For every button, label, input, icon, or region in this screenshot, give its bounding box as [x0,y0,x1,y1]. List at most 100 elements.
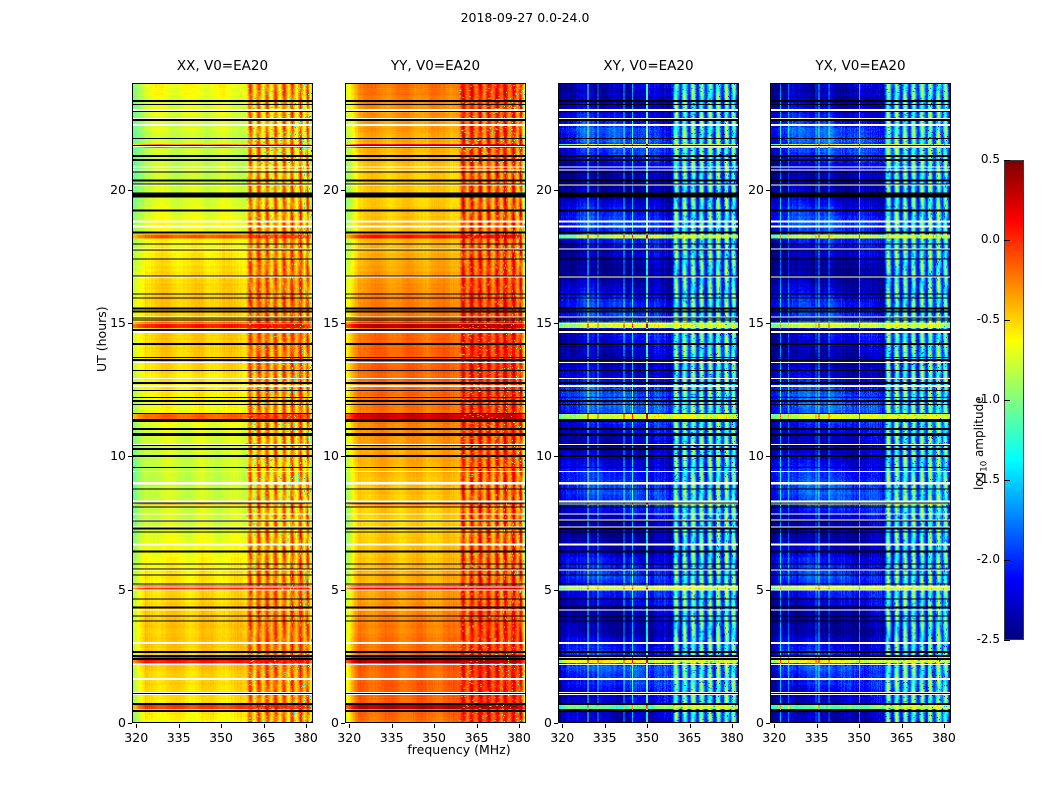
y-axis-tick [341,323,345,324]
x-axis-tick-label: 350 [209,730,233,745]
y-axis-tick [341,456,345,458]
y-axis-tick [554,723,558,724]
x-axis-tick-label: 380 [293,730,318,745]
panel-title-yx: YX, V0=EA20 [815,58,906,74]
colorbar-tick [1004,400,1010,401]
colorbar-tick [1004,640,1010,641]
y-axis-tick-label: 10 [536,448,552,464]
x-axis-tick [731,724,733,728]
y-axis-tick [554,189,558,191]
x-axis-tick-label: 335 [166,730,191,745]
y-axis-tick-label: 10 [748,448,764,464]
x-axis-tick-label: 320 [550,730,575,745]
panel-title-xx: XX, V0=EA20 [176,58,269,74]
x-axis-tick-label: 350 [635,730,659,745]
y-axis-tick-label: 20 [536,181,552,197]
x-axis-tick-label: 335 [379,730,404,745]
y-axis-tick [554,589,558,591]
x-axis-tick-label: 380 [719,730,744,745]
x-axis-label-text: frequency (MHz) [407,742,511,757]
y-axis-tick [128,723,132,724]
y-axis-tick-label: 15 [323,315,339,330]
x-axis-tick-label: 380 [506,730,531,745]
colorbar-tick-label: -1.0 [976,392,1000,406]
y-axis-tick [128,189,132,191]
x-axis-tick-label: 365 [464,730,489,745]
x-axis-tick-label: 365 [251,730,276,745]
colorbar-tick [1004,240,1010,241]
x-axis-tick-label: 320 [762,730,787,745]
x-axis-tick-label: 350 [422,730,446,745]
panel-xx[interactable] [132,83,313,723]
y-axis-tick [554,323,558,324]
x-axis-tick-label: 335 [592,730,617,745]
x-axis-tick [689,724,691,728]
y-axis-tick-label: 15 [748,315,764,330]
y-axis-tick [341,589,345,591]
y-axis-tick-label: 0 [118,715,126,730]
y-axis-tick-label: 5 [331,581,339,597]
x-axis-tick [943,724,945,728]
heatmap-xx [133,84,312,722]
colorbar-tick-label: -1.5 [976,472,1000,486]
x-axis-tick [562,724,564,728]
y-axis-tick-label: 5 [756,581,764,597]
x-axis-xx: 320 335 350 365 380 [124,724,318,754]
y-axis-tick [128,589,132,591]
y-axis-tick-label: 0 [331,715,339,730]
heatmap-xy [559,84,738,722]
x-axis-tick [901,724,903,728]
x-axis-yy: 320 335 350 365 380 [337,724,531,754]
colorbar-tick [1004,160,1010,161]
x-axis-tick [178,724,180,728]
panel-title-yy: YY, V0=EA20 [390,58,481,74]
y-axis-tick [554,456,558,458]
figure-title: 2018-09-27 0.0-24.0 [460,10,590,25]
y-axis-tick-label: 15 [536,315,552,330]
panel-xy[interactable] [558,83,739,723]
x-axis-xy: 320 335 350 365 380 [550,724,744,754]
y-axis-tick-label: 20 [110,181,126,197]
y-axis-tick-label: 10 [110,448,126,464]
x-axis-tick-label: 335 [804,730,829,745]
colorbar-tick [1004,320,1010,321]
y-axis-tick [341,189,345,191]
heatmap-yy [346,84,525,722]
x-axis-tick [221,724,223,728]
x-axis-tick-label: 365 [889,730,914,745]
panel-title-xy: XY, V0=EA20 [603,58,694,74]
x-axis-tick [136,724,138,728]
y-axis-tick [766,323,770,324]
y-axis-tick-label: 5 [118,581,126,597]
x-axis-yx: 320 335 350 365 380 [762,724,956,754]
colorbar-tick [1004,560,1010,561]
y-axis-tick-label: 20 [323,181,339,197]
x-axis-tick [518,724,520,728]
colorbar-tick-label: -0.5 [976,312,1000,326]
y-axis-tick-label: 0 [756,715,764,730]
x-axis-tick [604,724,606,728]
y-axis-tick [128,456,132,458]
y-axis-tick-label: 5 [544,581,552,597]
colorbar-label-amplitude: amplitude [972,396,986,461]
x-axis-tick-label: 380 [931,730,956,745]
colorbar-tick-label: 0.0 [980,232,1000,246]
colorbar-tick-label: 0.5 [980,152,1000,166]
y-axis-tick [766,456,770,458]
y-axis-tick [341,723,345,724]
x-axis-tick-label: 350 [847,730,871,745]
colorbar-label: log10 amplitude [972,396,989,490]
colorbar-label-subscript: 10 [979,460,990,472]
x-axis-tick [434,724,436,728]
panel-yx[interactable] [770,83,951,723]
y-axis-tick-label: 15 [110,315,126,330]
y-axis-label: UT (hours) [94,306,109,372]
x-axis-tick [859,724,861,728]
y-axis-tick [128,323,132,324]
x-axis-tick-label: 365 [677,730,702,745]
x-axis-tick [774,724,776,728]
colorbar-tick-label: -2.5 [976,632,1000,646]
panel-yy[interactable] [345,83,526,723]
x-axis-tick-label: 320 [337,730,362,745]
